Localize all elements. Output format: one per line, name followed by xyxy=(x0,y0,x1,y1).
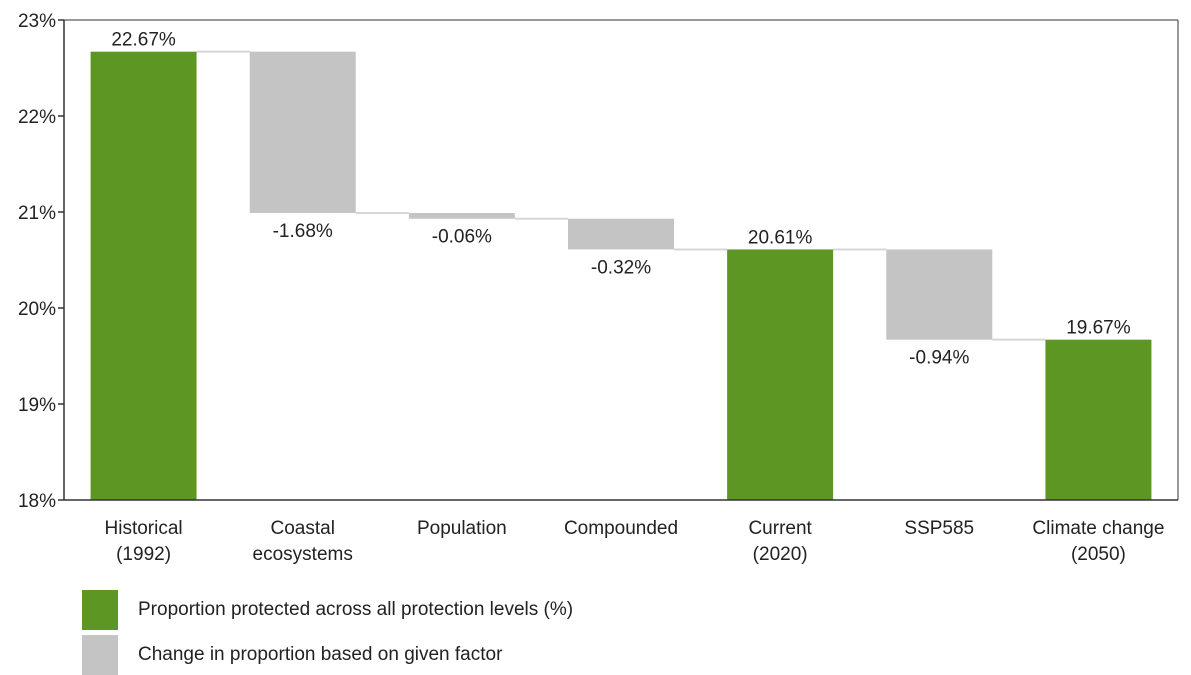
y-tick-label: 22% xyxy=(18,107,56,128)
category-label: Coastal xyxy=(271,518,335,539)
change-bar xyxy=(249,51,356,213)
change-bar xyxy=(886,249,993,340)
change-bar xyxy=(408,212,515,219)
category-label: (2050) xyxy=(1071,544,1126,565)
category-label: SSP585 xyxy=(904,518,974,539)
legend-item-change: Change in proportion based on given fact… xyxy=(82,635,502,675)
waterfall-chart: 22.67% Historical (1992) -1.68% Coastal ecosy… xyxy=(18,11,1179,565)
data-label: -0.32% xyxy=(591,257,651,278)
category-label: (2020) xyxy=(753,544,808,565)
data-label: -0.06% xyxy=(432,227,492,248)
legend-swatch-change xyxy=(82,635,118,675)
category-label: Compounded xyxy=(564,518,678,539)
y-tick-label: 19% xyxy=(18,395,56,416)
y-tick-label: 18% xyxy=(18,491,56,512)
legend-item-total: Proportion protected across all protecti… xyxy=(82,590,573,630)
data-label: -0.94% xyxy=(909,348,969,369)
category-label: ecosystems xyxy=(253,544,353,565)
legend-label-total: Proportion protected across all protecti… xyxy=(138,599,574,620)
data-label: 22.67% xyxy=(111,30,176,51)
total-bar xyxy=(727,249,834,500)
category-label: Population xyxy=(417,518,507,539)
category-label: (1992) xyxy=(116,544,171,565)
data-label: -1.68% xyxy=(273,221,333,242)
total-bar xyxy=(90,51,197,501)
data-label: 20.61% xyxy=(748,227,813,248)
category-label: Climate change xyxy=(1032,518,1164,539)
category-label: Current xyxy=(748,518,812,539)
y-tick-label: 20% xyxy=(18,299,56,320)
legend-swatch-total xyxy=(82,590,118,630)
y-tick-label: 21% xyxy=(18,203,56,224)
total-bar xyxy=(1045,339,1152,500)
legend-label-change: Change in proportion based on given fact… xyxy=(138,644,503,665)
data-label: 19.67% xyxy=(1066,318,1131,339)
change-bar xyxy=(568,218,674,250)
category-label: Historical xyxy=(105,518,183,539)
y-tick-label: 23% xyxy=(18,11,56,32)
